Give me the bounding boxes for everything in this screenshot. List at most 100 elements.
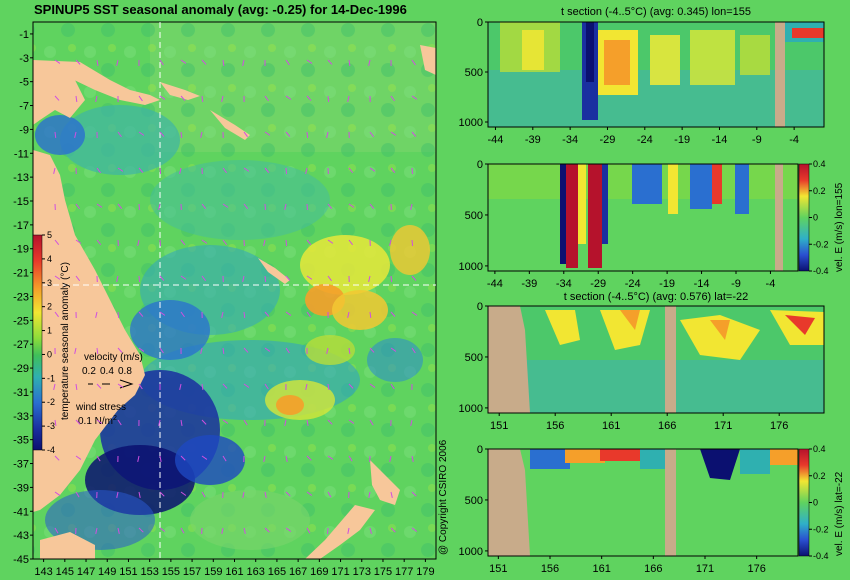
map-y-tick-label: -29 xyxy=(13,363,29,375)
wind-vector xyxy=(200,131,203,138)
section-y-tick-label: 1000 xyxy=(459,546,483,558)
wind-vector xyxy=(75,455,82,460)
section-x-tick-label: 156 xyxy=(546,420,564,432)
map-colorbar-tick-label: 5 xyxy=(47,230,52,240)
velocity-legend-value-0: 0.2 xyxy=(82,366,96,377)
wind-vector xyxy=(327,383,330,391)
wind-vector xyxy=(348,203,355,208)
wind-vector xyxy=(243,311,246,319)
wind-vector xyxy=(137,239,140,246)
map-y-tick-label: -19 xyxy=(13,244,29,256)
wind-vector xyxy=(96,203,103,208)
wind-vector xyxy=(327,239,334,244)
wind-vector xyxy=(159,491,165,497)
map-y-tick-label: -35 xyxy=(13,435,29,447)
wind-vector xyxy=(96,239,102,246)
vel-section-lon-plot xyxy=(488,164,798,271)
wind-vector xyxy=(411,491,417,497)
wind-vector xyxy=(138,131,145,136)
wind-vector xyxy=(222,419,229,424)
wind-vector xyxy=(138,383,143,390)
wind-vector xyxy=(180,59,187,64)
map-y-tick-label: -33 xyxy=(13,411,29,423)
wind-vector xyxy=(369,311,372,319)
wind-vector xyxy=(54,311,59,318)
wind-vector xyxy=(242,275,245,282)
wind-vector xyxy=(117,347,123,353)
wind-vector xyxy=(390,95,395,102)
wind-vector xyxy=(306,311,311,318)
wind-vector xyxy=(116,275,119,282)
wind-vector xyxy=(327,59,333,65)
section-x-tick-label: 161 xyxy=(592,563,610,575)
section-x-tick-label: 171 xyxy=(714,420,732,432)
wind-vector xyxy=(347,527,350,534)
wind-vector xyxy=(117,383,124,388)
wind-vector xyxy=(411,95,418,100)
wind-vector xyxy=(222,347,225,355)
map-colorbar-tick-label: -4 xyxy=(47,445,55,455)
wind-vector xyxy=(75,203,81,210)
wind-vector xyxy=(306,131,309,139)
t-section-lat-title: t section (-4..5°C) (avg: 0.576) lat=-22 xyxy=(564,291,748,303)
wind-vector xyxy=(390,527,396,533)
wind-vector xyxy=(221,527,224,534)
section-x-tick-label: 161 xyxy=(602,420,620,432)
wind-vector xyxy=(410,419,413,426)
wind-vector xyxy=(54,491,61,496)
wind-vector xyxy=(180,419,183,426)
wind-vector xyxy=(222,455,227,462)
wind-vector xyxy=(369,167,376,172)
wind-vector xyxy=(390,275,393,283)
wind-vector xyxy=(390,167,396,173)
vel-lat-colorbar-label: vel. E (m/s) lat=-22 xyxy=(834,471,845,556)
section-y-tick-label: 0 xyxy=(477,301,483,313)
map-y-tick-label: -41 xyxy=(13,506,29,518)
map-x-tick-label: 151 xyxy=(119,566,137,578)
map-x-tick-label: 155 xyxy=(162,566,180,578)
wind-vector xyxy=(138,347,145,352)
wind-vector xyxy=(138,95,143,102)
wind-vector xyxy=(264,311,270,317)
wind-vector xyxy=(410,203,413,210)
wind-vector xyxy=(74,347,77,354)
wind-vector xyxy=(327,203,333,210)
wind-vector xyxy=(117,419,122,426)
wind-vector xyxy=(95,95,98,102)
wind-vector xyxy=(96,419,103,424)
wind-vector xyxy=(285,527,292,532)
wind-vector xyxy=(285,491,291,497)
wind-vector xyxy=(306,455,312,461)
section-x-tick-label: -39 xyxy=(521,278,537,290)
vel-lon-colorbar xyxy=(798,163,810,272)
section-x-tick-label: -19 xyxy=(674,134,690,146)
section-x-tick-label: 151 xyxy=(489,563,507,575)
wind-vector xyxy=(285,59,290,66)
wind-vector xyxy=(411,275,417,281)
wind-vector xyxy=(117,131,122,138)
wind-vector xyxy=(179,167,182,174)
map-x-tick-label: 173 xyxy=(353,566,371,578)
section-x-tick-label: -9 xyxy=(752,134,762,146)
wind-vector xyxy=(389,455,392,462)
wind-vector xyxy=(54,131,57,139)
map-y-tick-label: -15 xyxy=(13,196,29,208)
vel-section-lat-plot xyxy=(488,449,798,556)
wind-vector xyxy=(201,95,204,103)
wind-vector xyxy=(159,347,164,354)
wind-vector xyxy=(242,491,245,498)
map-y-tick-label: -27 xyxy=(13,339,29,351)
map-y-tick-label: -17 xyxy=(13,220,29,232)
section-x-tick-label: -19 xyxy=(659,278,675,290)
wind-vector xyxy=(264,167,270,173)
wind-vector xyxy=(96,347,99,355)
wind-vector xyxy=(180,275,187,280)
wind-vector xyxy=(327,275,332,282)
wind-vector xyxy=(285,239,288,247)
map-y-tick-label: -21 xyxy=(13,268,29,280)
wind-vector xyxy=(159,311,166,316)
wind-vector xyxy=(222,239,228,246)
map-y-tick-label: -45 xyxy=(13,554,29,566)
wind-vector xyxy=(159,167,162,175)
map-x-tick-label: 163 xyxy=(247,566,265,578)
